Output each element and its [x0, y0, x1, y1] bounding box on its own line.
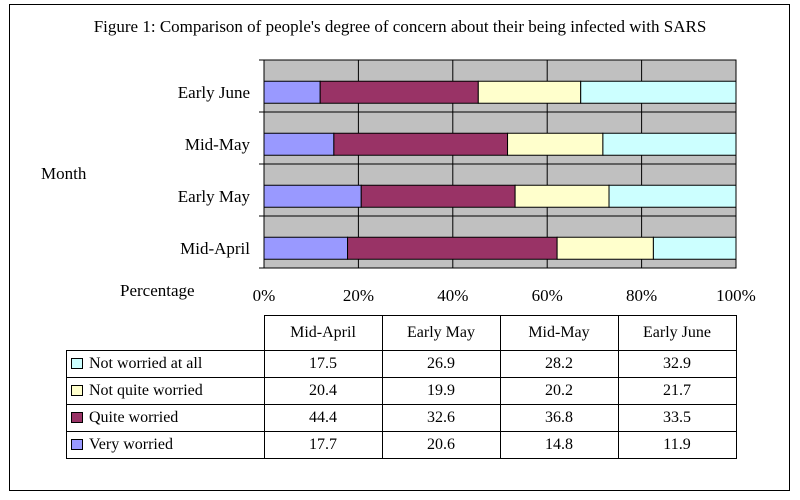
bar-segment	[263, 184, 362, 208]
table-row: Not quite worried 20.4 19.9 20.2 21.7	[66, 377, 737, 405]
bar-segment	[556, 236, 654, 260]
bar-segment	[333, 132, 509, 156]
legend-label: Quite worried	[89, 409, 179, 426]
bar-segment	[514, 184, 610, 208]
x-tick-label: 20%	[343, 286, 374, 305]
table-cell: 11.9	[617, 431, 737, 459]
bar-segment	[580, 80, 737, 104]
legend-swatch-icon	[71, 357, 83, 369]
table-column-header: Early June	[617, 315, 737, 351]
bar-segment	[477, 80, 582, 104]
table-cell: 26.9	[381, 350, 501, 378]
legend-label: Not worried at all	[89, 355, 203, 372]
bar-segment	[507, 132, 604, 156]
y-tick-label: Mid-May	[185, 135, 251, 154]
bar-segment	[602, 132, 737, 156]
x-tick-label: 80%	[626, 286, 657, 305]
bar-segment	[360, 184, 516, 208]
table-row: Not worried at all 17.5 26.9 28.2 32.9	[66, 350, 737, 378]
table-cell: 17.7	[263, 431, 383, 459]
x-tick-label: 60%	[532, 286, 563, 305]
x-tick-label: 0%	[253, 286, 276, 305]
legend-swatch-icon	[71, 438, 83, 450]
table-column-header: Mid-May	[499, 315, 619, 351]
x-tick-label: 100%	[716, 286, 756, 305]
table-cell: 19.9	[381, 377, 501, 405]
bar-segment	[263, 236, 349, 260]
table-cell: 17.5	[263, 350, 383, 378]
bar-segment	[347, 236, 558, 260]
data-table: Mid-April Early May Mid-May Early June N…	[66, 315, 737, 459]
legend-label: Very worried	[89, 436, 173, 453]
table-column-header: Early May	[381, 315, 501, 351]
table-row-label: Quite worried	[66, 404, 265, 432]
y-tick-label: Early June	[178, 83, 250, 102]
y-axis-label: Month	[41, 164, 87, 183]
table-row-label: Very worried	[66, 431, 265, 459]
legend-label: Not quite worried	[89, 382, 203, 399]
table-row: Very worried 17.7 20.6 14.8 11.9	[66, 431, 737, 459]
table-header-row: Mid-April Early May Mid-May Early June	[66, 315, 737, 351]
bar-segment	[319, 80, 479, 104]
y-tick-label: Early May	[178, 187, 251, 206]
table-cell: 32.6	[381, 404, 501, 432]
table-column-header: Mid-April	[263, 315, 383, 351]
bar-segment	[652, 236, 737, 260]
table-cell: 20.6	[381, 431, 501, 459]
table-cell: 21.7	[617, 377, 737, 405]
table-cell: 20.4	[263, 377, 383, 405]
table-row-label: Not worried at all	[66, 350, 265, 378]
table-corner	[66, 315, 265, 351]
table-row-label: Not quite worried	[66, 377, 265, 405]
y-tick-label: Mid-April	[180, 239, 250, 258]
table-cell: 14.8	[499, 431, 619, 459]
table-cell: 28.2	[499, 350, 619, 378]
table-cell: 36.8	[499, 404, 619, 432]
bar-segment	[263, 132, 335, 156]
legend-swatch-icon	[71, 411, 83, 423]
table-cell: 44.4	[263, 404, 383, 432]
table-cell: 20.2	[499, 377, 619, 405]
bar-segment	[608, 184, 737, 208]
figure-frame	[9, 4, 790, 491]
legend-swatch-icon	[71, 384, 83, 396]
table-row: Quite worried 44.4 32.6 36.8 33.5	[66, 404, 737, 432]
x-axis-label: Percentage	[120, 281, 195, 300]
x-tick-label: 40%	[437, 286, 468, 305]
table-cell: 32.9	[617, 350, 737, 378]
bar-segment	[263, 80, 321, 104]
chart-title: Figure 1: Comparison of people's degree …	[93, 17, 707, 36]
table-cell: 33.5	[617, 404, 737, 432]
